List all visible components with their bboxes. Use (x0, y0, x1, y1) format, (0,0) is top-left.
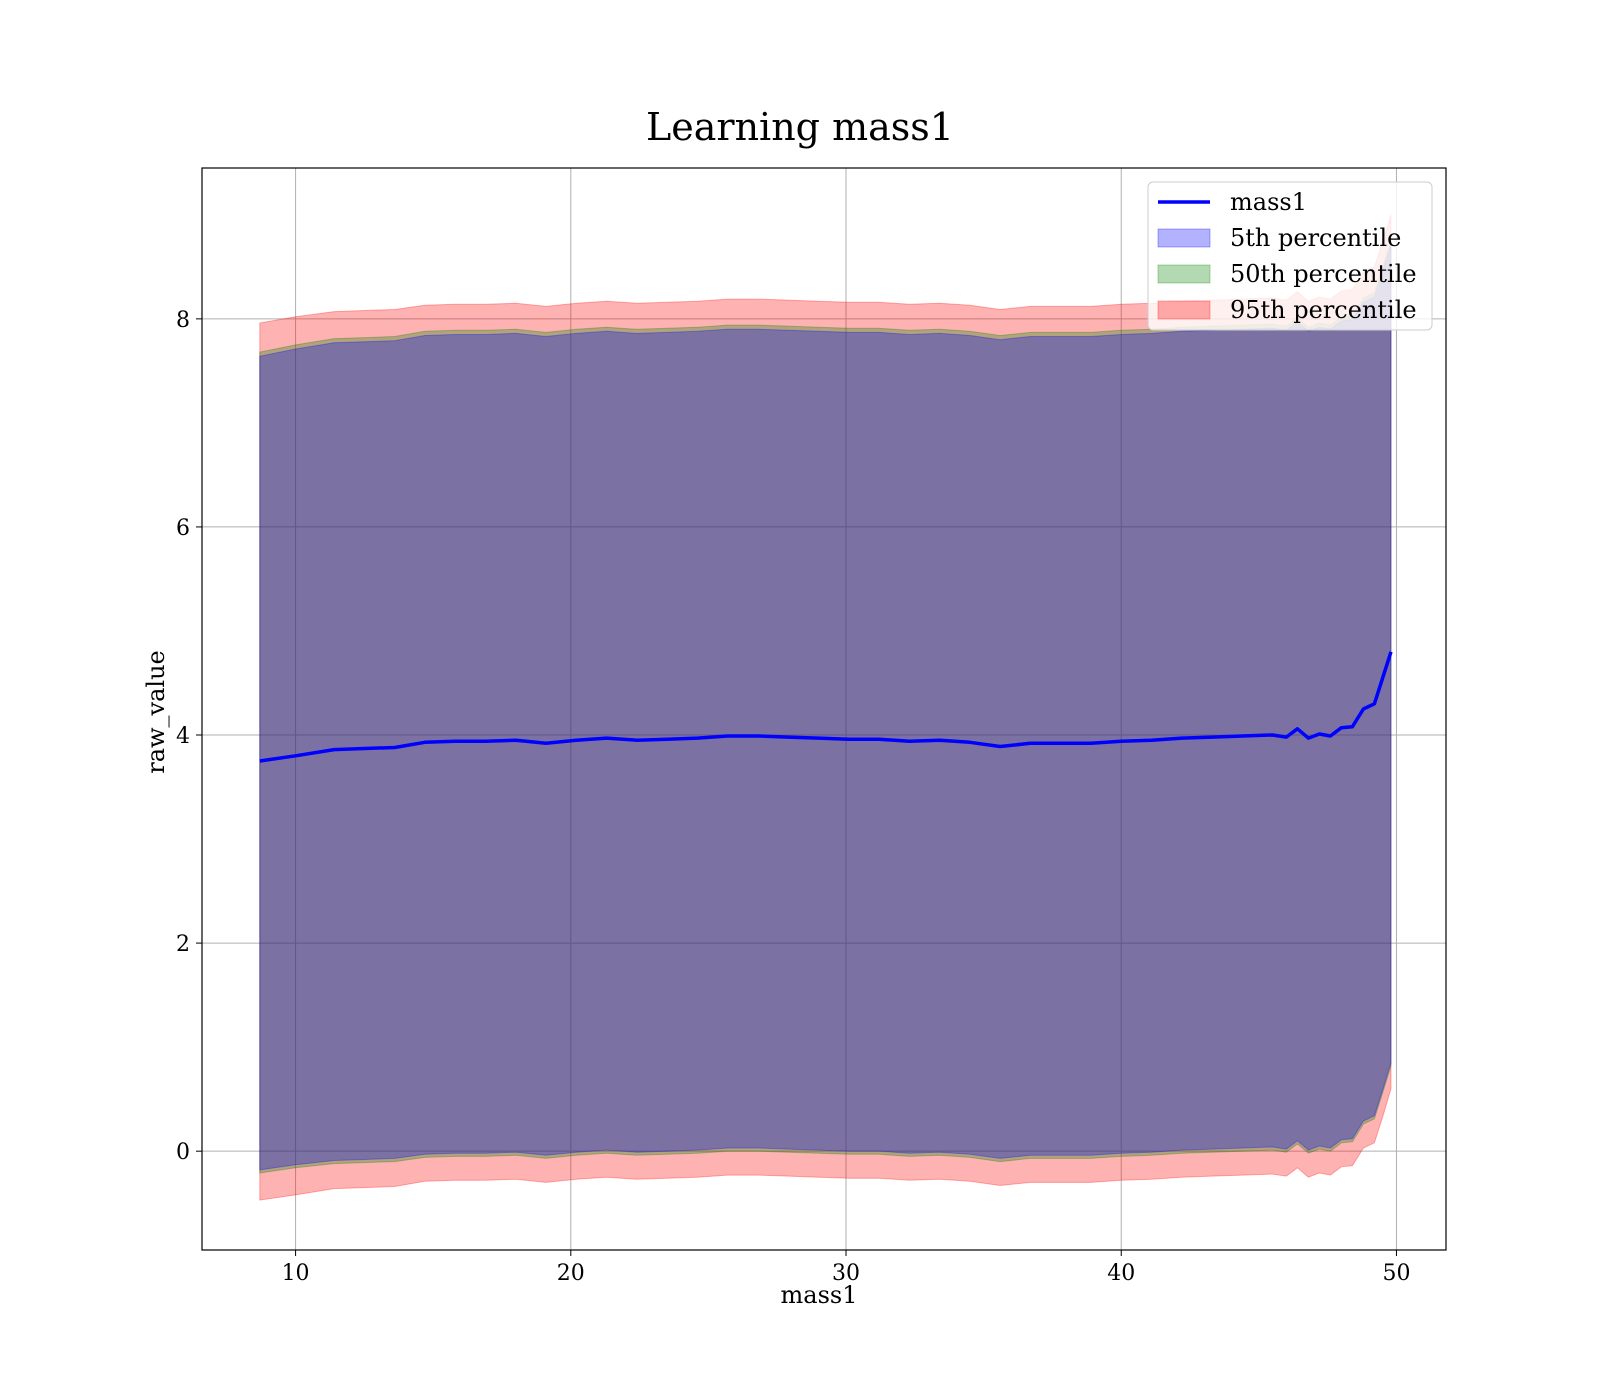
y-tick-label: 2 (176, 932, 190, 957)
x-axis-label: mass1 (781, 1281, 858, 1309)
x-tick-label: 50 (1382, 1261, 1410, 1286)
legend: mass1 5th percentile 50th percentile 95th p… (1147, 181, 1433, 331)
band-95th-percentile (259, 214, 1392, 1201)
band-5th-percentile (259, 244, 1392, 1171)
x-tick-label: 40 (1107, 1261, 1135, 1286)
legend-swatch-band (1157, 228, 1211, 248)
y-tick-label: 4 (176, 724, 190, 749)
x-axis: 10 20 30 40 50 (282, 1250, 1410, 1286)
legend-box (1147, 181, 1433, 331)
series-line-mass1 (259, 651, 1393, 763)
y-axis-label: raw_value (142, 650, 170, 774)
chart-title: Learning mass1 (646, 105, 954, 149)
legend-label: 95th percentile (1230, 296, 1417, 324)
x-tick-label: 10 (282, 1261, 310, 1286)
legend-label: 5th percentile (1230, 224, 1401, 252)
y-tick-label: 0 (176, 1140, 190, 1165)
legend-label: mass1 (1230, 188, 1307, 216)
plot-frame (201, 167, 1447, 1251)
y-tick-label: 6 (176, 516, 190, 541)
legend-swatch-band (1157, 300, 1211, 320)
legend-label: 50th percentile (1230, 260, 1417, 288)
x-tick-label: 30 (832, 1261, 860, 1286)
y-tick-label: 8 (176, 308, 190, 333)
band-50th-percentile (259, 240, 1392, 1174)
plot-area (201, 167, 1447, 1251)
x-tick-label: 20 (557, 1261, 585, 1286)
legend-swatch-band (1157, 264, 1211, 284)
y-axis: 0 2 4 6 8 (176, 308, 202, 1165)
